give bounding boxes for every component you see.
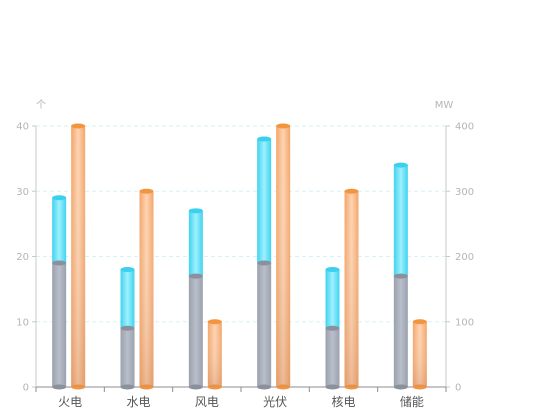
bar-gray-top-cap (188, 273, 203, 279)
bar-orange-shade (344, 191, 359, 387)
bar-gray (393, 273, 408, 390)
bar-cyan-top-cap (52, 195, 67, 201)
left-tick-label: 0 (23, 383, 29, 394)
bar-gray-bottom-cap (188, 384, 203, 390)
bar-cyan-body (393, 165, 408, 277)
left-tick-label: 40 (16, 122, 29, 133)
category-label: 水电 (126, 395, 150, 409)
category-label: 光伏 (263, 395, 287, 409)
left-tick-label: 10 (16, 317, 29, 328)
right-tick-label: 200 (455, 252, 474, 263)
bar-gray-top-cap (325, 325, 340, 331)
bar-cyan-body (325, 269, 340, 329)
bar-gray-bottom-cap (393, 384, 408, 390)
bar-gray-body (120, 328, 135, 387)
left-tick-label: 20 (16, 252, 29, 263)
bar-cyan-top-cap (393, 162, 408, 168)
bar-cyan-top-cap (120, 267, 135, 273)
bar-gray (120, 325, 135, 390)
bar-cyan (257, 136, 272, 264)
bar-orange-shade (276, 126, 291, 387)
bar-gray-body (325, 328, 340, 387)
bar-gray (257, 260, 272, 390)
bar-cyan-top-cap (325, 267, 340, 273)
grid-lines (36, 125, 446, 323)
bar-cyan-body (257, 139, 272, 264)
right-axis-unit: MW (435, 100, 454, 111)
bar-cyan-body (188, 210, 203, 277)
bar-gray-bottom-cap (325, 384, 340, 390)
bar-orange-shade (207, 321, 222, 387)
bar-gray (52, 260, 67, 390)
bar-gray-body (257, 263, 272, 387)
bar-cyan-body (52, 197, 67, 264)
bar-cyan-body (120, 269, 135, 329)
bar-orange-shade (71, 126, 86, 387)
bar-gray-top-cap (393, 273, 408, 279)
right-tick-label: 400 (455, 122, 474, 133)
bar-orange-shade (412, 321, 427, 387)
bar-cyan (325, 267, 340, 329)
bar-gray-body (52, 263, 67, 387)
bar-cyan (393, 162, 408, 277)
bar-cyan-top-cap (188, 208, 203, 214)
left-axis-unit: 个 (36, 99, 46, 111)
bar-gray-body (393, 276, 408, 387)
bar-gray-bottom-cap (52, 384, 67, 390)
bar-gray-top-cap (52, 260, 67, 266)
bar-gray-top-cap (257, 260, 272, 266)
category-label: 储能 (400, 394, 424, 409)
bar-gray-top-cap (120, 325, 135, 331)
bar-cyan (120, 267, 135, 329)
category-label: 火电 (58, 395, 82, 409)
bar-gray-bottom-cap (120, 384, 135, 390)
bar-orange-shade (139, 191, 154, 387)
bar-cyan-top-cap (257, 136, 272, 142)
bar-cyan (188, 208, 203, 277)
right-tick-label: 100 (455, 317, 474, 328)
category-label: 核电 (331, 395, 355, 409)
right-tick-label: 300 (455, 187, 474, 198)
bar-gray-bottom-cap (257, 384, 272, 390)
bar-cyan (52, 195, 67, 264)
left-tick-label: 30 (16, 187, 29, 198)
bar-gray (325, 325, 340, 390)
bar-gray-body (188, 276, 203, 387)
axes (32, 125, 450, 392)
bar-gray (188, 273, 203, 390)
category-label: 风电 (195, 395, 219, 409)
right-tick-label: 0 (455, 383, 461, 394)
bars (52, 123, 427, 390)
